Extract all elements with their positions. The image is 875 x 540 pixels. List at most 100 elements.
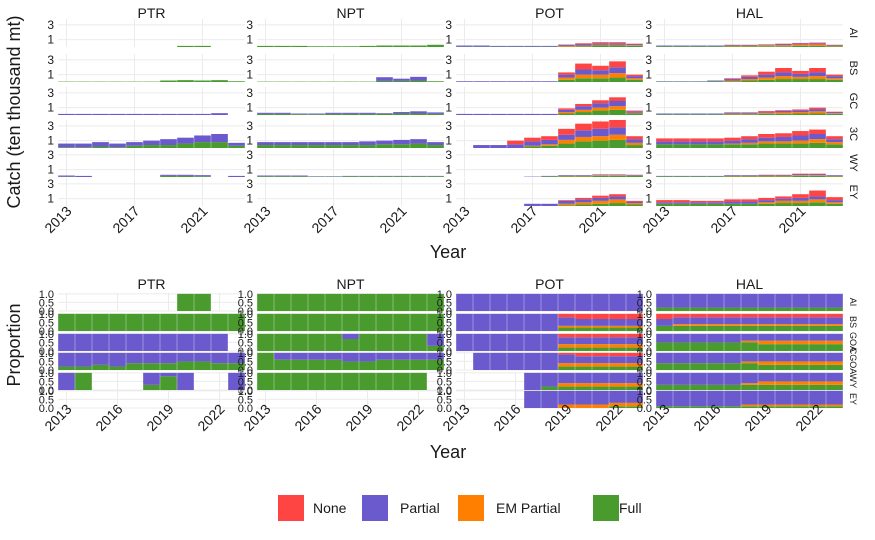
bar-partial [524, 333, 541, 351]
bar-full [724, 176, 741, 177]
bar-partial [575, 390, 592, 405]
bar-partial [656, 141, 673, 145]
bar-em-partial [609, 106, 626, 110]
facet-cell-hal-wy: 13 [645, 148, 843, 177]
bar-none [724, 199, 741, 202]
bar-full [690, 46, 707, 47]
x-tick-label: 2021 [376, 203, 409, 236]
y-tick-label: 0.5 [637, 376, 652, 388]
bar-partial [75, 352, 92, 367]
y-tick-label: 0.5 [637, 297, 652, 309]
facet-cell-hal-cgoa: 13 [645, 119, 843, 148]
bar-em-partial [809, 361, 826, 365]
bar-partial [690, 293, 707, 308]
bar-partial [194, 175, 211, 177]
bar-full [575, 176, 592, 177]
bar-em-partial [626, 402, 643, 407]
bar-partial [490, 313, 507, 331]
facet-cell-hal-wy: 0.00.51.0 [637, 368, 843, 397]
bar-full [575, 366, 592, 370]
bar-full [427, 313, 444, 331]
bar-full [410, 80, 427, 82]
bar-full [359, 145, 376, 148]
bar-em-partial [575, 45, 592, 47]
bar-em-partial [775, 175, 792, 177]
bar-em-partial [741, 404, 758, 407]
bar-partial [690, 352, 707, 364]
bar-partial [609, 337, 626, 345]
y-tick-label: 3 [645, 86, 652, 100]
y-tick-label: 1.0 [637, 386, 652, 398]
bar-partial [775, 317, 792, 325]
bar-full [758, 325, 775, 331]
bar-partial [609, 127, 626, 135]
bar-none [575, 333, 592, 338]
bar-partial [775, 136, 792, 142]
bar-full [626, 347, 643, 351]
bar-partial [592, 128, 609, 137]
bar-partial [626, 319, 643, 326]
bar-partial [775, 72, 792, 77]
bar-full [58, 313, 75, 331]
legend-swatch-partial [362, 495, 388, 521]
bar-partial [160, 333, 177, 351]
bar-em-partial [609, 175, 626, 176]
bar-partial [741, 333, 758, 341]
bar-em-partial [775, 381, 792, 385]
bar-none [724, 137, 741, 141]
bar-partial [741, 293, 758, 308]
y-tick-label: 1 [246, 68, 253, 82]
bar-em-partial [609, 344, 626, 348]
bar-partial [291, 113, 308, 115]
bar-full [376, 333, 393, 351]
x-tick-label: 2021 [177, 203, 210, 236]
bar-full [826, 307, 843, 311]
bar-partial [758, 74, 775, 78]
bar-partial [558, 372, 575, 384]
bar-em-partial [592, 175, 609, 176]
bar-full [342, 339, 359, 351]
bar-none [690, 138, 707, 142]
bar-partial [58, 372, 75, 390]
bar-none [826, 197, 843, 201]
bar-full [724, 203, 741, 206]
bar-em-partial [792, 140, 809, 144]
bar-em-partial [741, 79, 758, 81]
facet-strip-ptr: PTR [138, 276, 166, 292]
bar-full [194, 313, 211, 331]
bar-full [775, 406, 792, 408]
y-tick-label: 0.0 [39, 403, 54, 415]
bar-partial [507, 144, 524, 148]
facet-cell-ptr-bs: 13 [47, 53, 245, 82]
bar-full [707, 114, 724, 115]
bar-full [575, 112, 592, 115]
bar-partial [775, 293, 792, 308]
bar-full [75, 313, 92, 331]
legend-swatch-none [278, 495, 304, 521]
bar-full [211, 363, 228, 370]
bar-full [410, 143, 427, 148]
bar-none [626, 313, 643, 319]
bar-full [707, 46, 724, 47]
bar-partial [792, 197, 809, 201]
bar-full [592, 175, 609, 177]
bar-full [410, 372, 427, 390]
bar-partial [177, 174, 194, 176]
bar-full [656, 114, 673, 115]
bar-em-partial [792, 44, 809, 46]
bar-partial [473, 293, 490, 311]
bar-partial [609, 174, 626, 176]
bar-none [809, 42, 826, 44]
bar-full [359, 313, 376, 331]
x-tick-label: 2022 [393, 401, 426, 434]
bar-full [376, 45, 393, 47]
y-tick-label: 1.0 [437, 309, 452, 321]
bar-partial [575, 130, 592, 137]
bar-em-partial [609, 402, 626, 407]
bar-partial [410, 111, 427, 114]
bar-partial [211, 352, 228, 364]
panel-catch: PTR NPT POT HAL13131313AI13131313BS13131313… [4, 5, 859, 262]
bar-full [673, 114, 690, 115]
bar-none [592, 65, 609, 71]
bar-full [826, 176, 843, 177]
